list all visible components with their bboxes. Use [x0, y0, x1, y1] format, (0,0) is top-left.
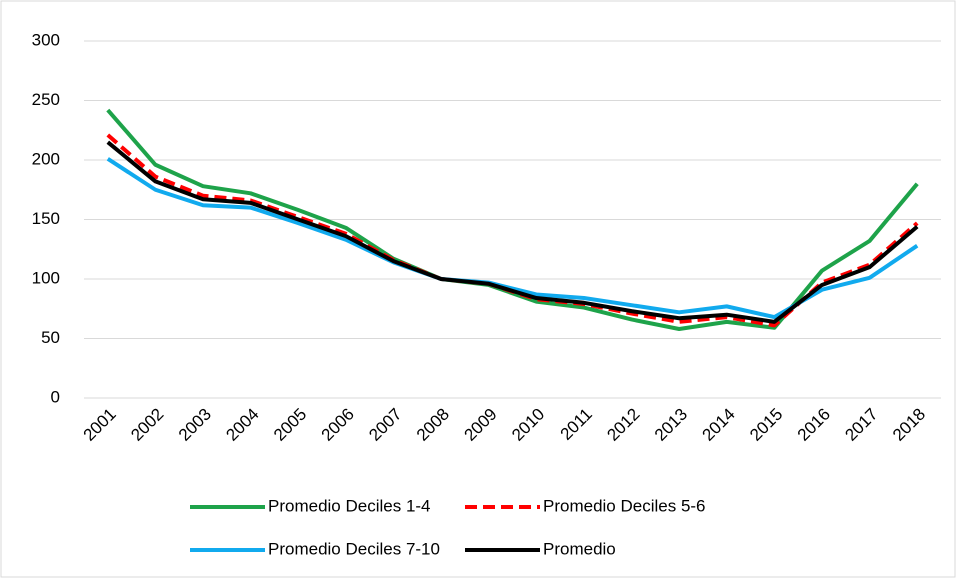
series-line [106, 157, 919, 320]
series-line [106, 140, 919, 324]
y-tick-label: 300 [32, 30, 60, 49]
y-tick-label: 0 [51, 387, 60, 406]
y-tick-label: 100 [32, 268, 60, 287]
y-tick-label: 50 [41, 328, 60, 347]
y-tick-label: 200 [32, 149, 60, 168]
legend-label: Promedio Deciles 5-6 [543, 496, 706, 515]
y-tick-label: 150 [32, 209, 60, 228]
legend-label: Promedio Deciles 7-10 [268, 539, 440, 558]
legend-label: Promedio [543, 539, 616, 558]
legend-label: Promedio Deciles 1-4 [268, 496, 431, 515]
y-tick-label: 250 [32, 90, 60, 109]
